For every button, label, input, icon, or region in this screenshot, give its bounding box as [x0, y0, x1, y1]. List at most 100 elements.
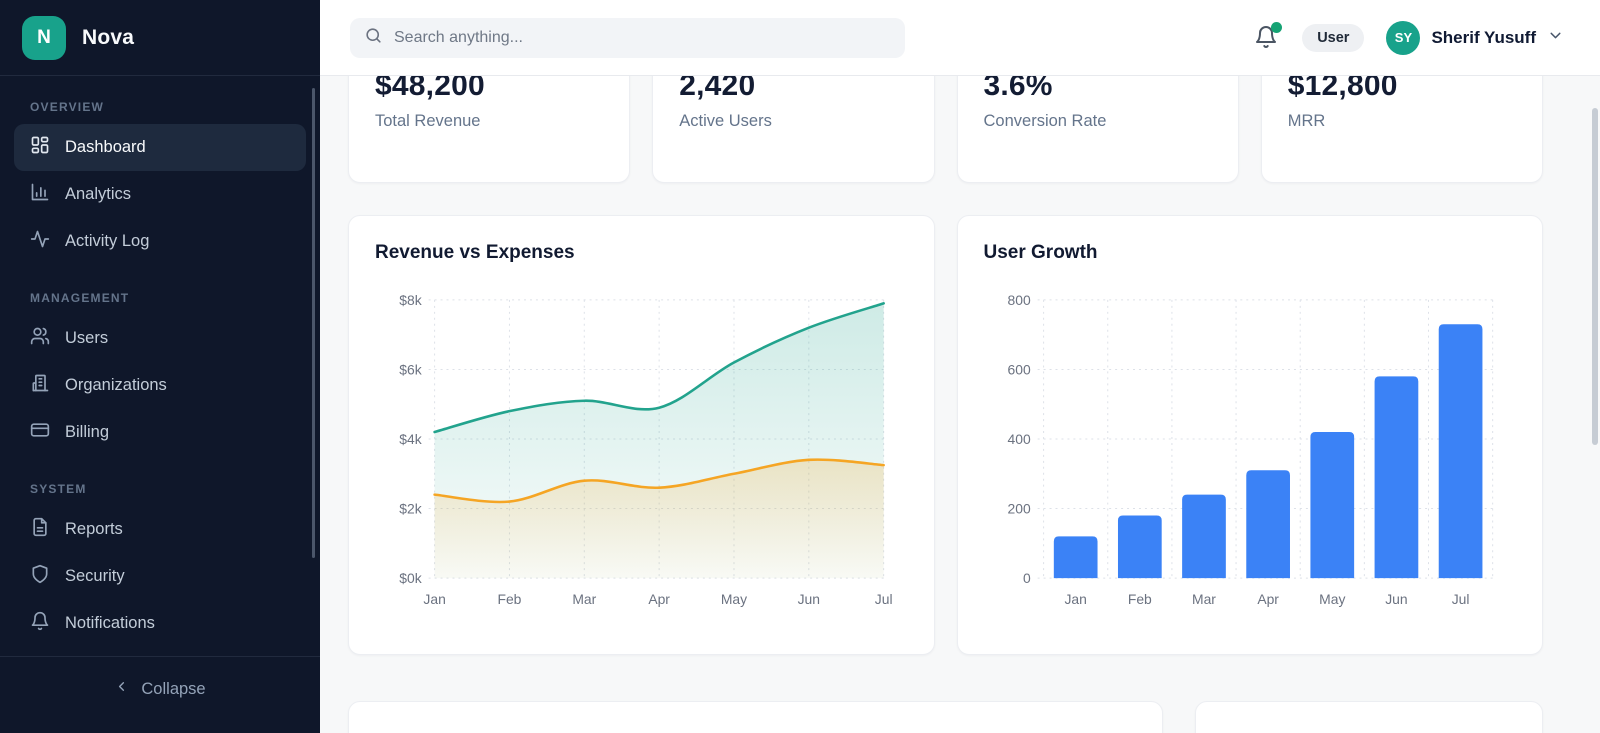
bell-icon	[1256, 25, 1277, 48]
collapse-button[interactable]: Collapse	[114, 679, 206, 699]
sidebar-item-label: Reports	[65, 520, 123, 538]
svg-text:Jul: Jul	[875, 591, 893, 607]
bell-icon	[30, 611, 50, 636]
sidebar-item-analytics[interactable]: Analytics	[14, 171, 306, 218]
collapse-label: Collapse	[141, 679, 206, 698]
sidebar-item-label: Analytics	[65, 185, 132, 203]
stat-label: MRR	[1287, 112, 1326, 130]
svg-text:Mar: Mar	[572, 591, 596, 607]
sidebar-item-reports[interactable]: Reports	[14, 506, 306, 553]
svg-text:$8k: $8k	[399, 292, 421, 308]
shield-icon	[30, 564, 50, 589]
svg-text:$6k: $6k	[399, 361, 421, 377]
svg-text:May: May	[721, 591, 747, 607]
analytics-icon	[30, 182, 50, 207]
chart-title: Revenue vs Expenses	[375, 242, 575, 263]
stat-card-conversion-rate: 3.6% Conversion Rate	[956, 76, 1239, 183]
svg-text:Jun: Jun	[1385, 591, 1407, 607]
stat-label: Total Revenue	[375, 112, 481, 130]
dashboard-icon	[30, 135, 50, 160]
stat-card-total-revenue: $48,200 Total Revenue	[348, 76, 631, 183]
chevron-down-icon	[1547, 27, 1564, 49]
stat-cards-row: $48,200 Total Revenue 2,420 Active Users…	[348, 76, 1543, 183]
sidebar-nav: OVERVIEW Dashboard Analytics Activity Lo…	[0, 76, 320, 656]
stat-card-mrr: $12,800 MRR	[1260, 76, 1543, 183]
svg-text:800: 800	[1007, 292, 1030, 308]
stat-value: 3.6%	[983, 76, 1053, 102]
sidebar-item-organizations[interactable]: Organizations	[14, 362, 306, 409]
activity-icon	[30, 229, 50, 254]
sidebar-item-label: Security	[65, 567, 125, 585]
user-name: Sherif Yusuff	[1431, 27, 1536, 47]
svg-text:$0k: $0k	[399, 570, 421, 586]
svg-text:Feb: Feb	[497, 591, 521, 607]
svg-text:Jan: Jan	[1064, 591, 1086, 607]
revenue-expenses-chart: $0k $2k $4k $6k $8k Jan Feb Mar Apr May Jun Jul	[373, 284, 910, 621]
stat-card-active-users: 2,420 Active Users	[652, 76, 935, 183]
revenue-expenses-card: Revenue vs Expenses $0k $2k $4k $6k $8k Jan Fe…	[348, 215, 935, 655]
charts-row: Revenue vs Expenses $0k $2k $4k $6k $8k Jan Fe…	[348, 215, 1543, 655]
svg-text:May: May	[1319, 591, 1345, 607]
sidebar-item-billing[interactable]: Billing	[14, 409, 306, 456]
section-title-overview: OVERVIEW	[30, 100, 105, 114]
partial-card	[348, 701, 1164, 733]
sidebar-item-label: Notifications	[65, 614, 155, 632]
sidebar-item-label: Organizations	[65, 376, 167, 394]
search-box	[350, 17, 905, 58]
page-scrollbar[interactable]	[1592, 108, 1598, 445]
sidebar-item-label: Billing	[65, 423, 110, 441]
partial-card	[1195, 701, 1543, 733]
sidebar-item-activity-log[interactable]: Activity Log	[14, 218, 306, 265]
section-title-system: SYSTEM	[30, 482, 87, 496]
svg-text:$4k: $4k	[399, 431, 421, 447]
brand-header: N Nova	[0, 0, 320, 76]
bottom-cards-row	[348, 701, 1543, 733]
stat-value: $12,800	[1287, 76, 1398, 102]
svg-text:200: 200	[1007, 500, 1030, 516]
avatar: SY	[1386, 20, 1421, 55]
profile-menu-button[interactable]: SY Sherif Yusuff	[1386, 20, 1564, 55]
sidebar-item-users[interactable]: Users	[14, 315, 306, 362]
sidebar-item-notifications[interactable]: Notifications	[14, 600, 306, 647]
search-icon	[364, 26, 383, 50]
main-content: $48,200 Total Revenue 2,420 Active Users…	[320, 76, 1600, 733]
sidebar-item-label: Users	[65, 329, 109, 347]
notifications-bell-button[interactable]	[1254, 21, 1283, 51]
svg-text:Apr: Apr	[1257, 591, 1279, 607]
building-icon	[30, 373, 50, 398]
sidebar: N Nova OVERVIEW Dashboard Analytics	[0, 0, 320, 733]
svg-text:400: 400	[1007, 431, 1030, 447]
svg-text:Apr: Apr	[648, 591, 670, 607]
svg-text:Jul: Jul	[1451, 591, 1469, 607]
svg-text:Feb: Feb	[1127, 591, 1151, 607]
sidebar-item-dashboard[interactable]: Dashboard	[14, 124, 306, 171]
user-growth-chart: 0 200 400 600 800 Jan Feb Mar Apr May Jun Jul	[982, 284, 1519, 621]
svg-text:0: 0	[1022, 570, 1030, 586]
stat-label: Active Users	[679, 112, 772, 130]
topbar: User SY Sherif Yusuff	[320, 0, 1600, 76]
section-title-management: MANAGEMENT	[30, 291, 130, 305]
stat-label: Conversion Rate	[983, 112, 1107, 130]
sidebar-footer: Collapse	[0, 656, 320, 733]
svg-text:600: 600	[1007, 361, 1030, 377]
svg-text:Mar: Mar	[1192, 591, 1216, 607]
svg-text:Jun: Jun	[798, 591, 820, 607]
sidebar-item-security[interactable]: Security	[14, 553, 306, 600]
sidebar-item-label: Dashboard	[65, 138, 146, 156]
user-growth-card: User Growth 0 200 400 600 800 Jan Feb Mar Apr May…	[956, 215, 1543, 655]
role-badge: User	[1302, 23, 1365, 52]
stat-value: $48,200	[375, 76, 485, 102]
file-text-icon	[30, 517, 50, 542]
users-icon	[30, 326, 50, 351]
sidebar-scrollbar[interactable]	[312, 88, 315, 558]
chart-title: User Growth	[983, 242, 1098, 263]
brand-name: Nova	[82, 25, 135, 49]
sidebar-item-label: Activity Log	[65, 232, 150, 250]
search-input[interactable]	[394, 28, 891, 47]
svg-text:$2k: $2k	[399, 500, 421, 516]
credit-card-icon	[30, 420, 50, 445]
nova-logo: N	[22, 15, 66, 60]
svg-text:Jan: Jan	[423, 591, 445, 607]
chevron-left-icon	[114, 679, 129, 699]
notification-dot-badge	[1271, 21, 1283, 33]
